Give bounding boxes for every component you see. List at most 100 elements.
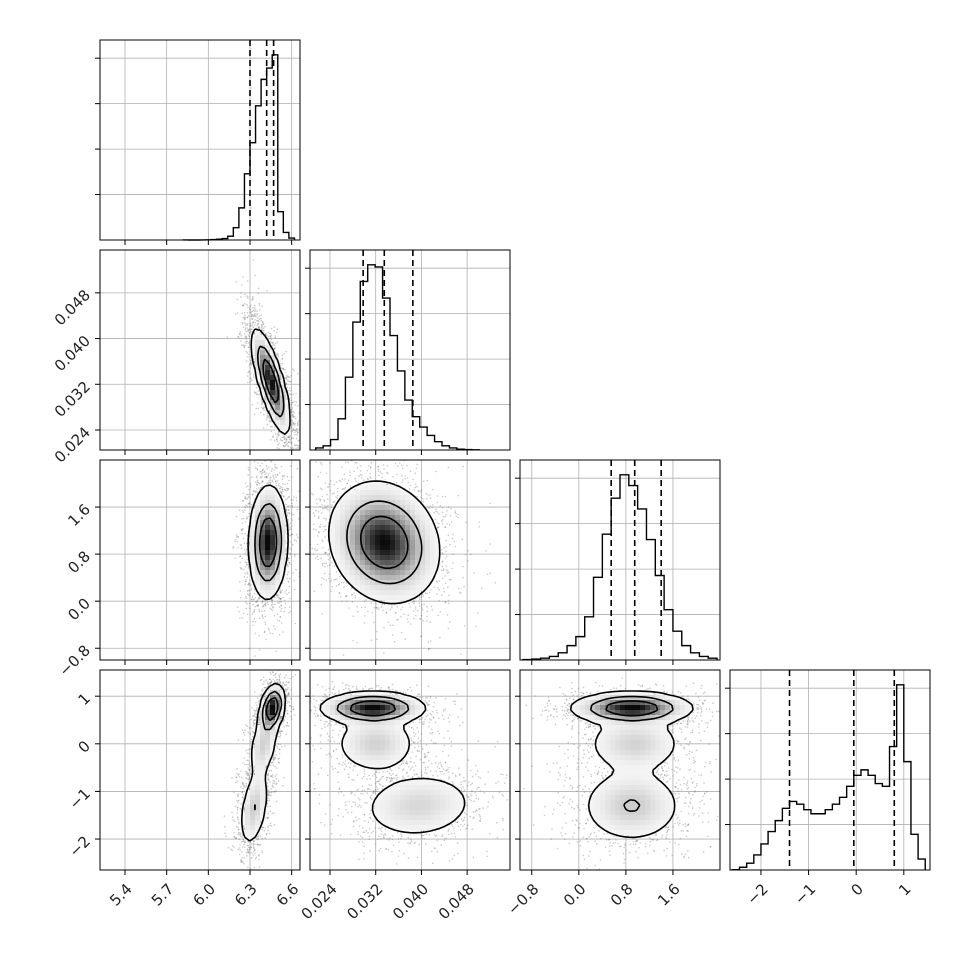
sample-point [284, 489, 287, 492]
sample-point [287, 441, 290, 444]
sample-point [252, 621, 254, 623]
sample-point [247, 329, 250, 332]
sample-point [269, 335, 272, 338]
sample-point [271, 425, 273, 428]
sample-point [253, 313, 256, 316]
sample-point [246, 493, 248, 496]
sample-point [257, 323, 259, 325]
sample-point [277, 356, 280, 358]
sample-point [258, 304, 261, 307]
sample-point [279, 597, 282, 600]
sample-point [287, 435, 290, 438]
sample-point [261, 469, 264, 471]
sample-point [285, 377, 288, 379]
sample-point [273, 477, 275, 480]
sample-point [253, 383, 256, 386]
sample-point [246, 485, 249, 487]
sample-point [287, 453, 289, 455]
sample-point [294, 423, 297, 425]
sample-point [246, 571, 248, 573]
sample-point [288, 436, 291, 439]
sample-point [297, 422, 299, 424]
sample-point [249, 377, 252, 379]
sample-point [246, 505, 249, 508]
sample-point [293, 579, 296, 582]
sample-point [272, 343, 275, 345]
sample-point [280, 439, 283, 442]
sample-point [242, 316, 244, 319]
sample-point [256, 324, 259, 327]
sample-point [269, 483, 272, 485]
sample-point [296, 433, 298, 436]
sample-point [255, 387, 258, 389]
sample-point [253, 460, 256, 463]
sample-point [266, 415, 269, 417]
sample-point [249, 330, 252, 332]
x-tick-label: −1 [791, 880, 819, 908]
sample-point [246, 316, 249, 319]
density-cell [285, 415, 291, 421]
sample-point [294, 444, 297, 447]
sample-point [239, 597, 242, 599]
density-cell [265, 345, 271, 351]
sample-point [262, 480, 264, 483]
sample-point [275, 485, 277, 487]
sample-point [257, 317, 259, 319]
sample-point [291, 506, 294, 508]
sample-point [283, 436, 286, 438]
sample-point [270, 604, 273, 606]
sample-point [276, 474, 279, 476]
density-cell [265, 375, 271, 381]
sample-point [274, 439, 276, 442]
sample-point [247, 323, 249, 325]
sample-point [245, 295, 247, 297]
sample-point [289, 380, 292, 383]
sample-point [253, 391, 256, 393]
sample-point [285, 508, 287, 511]
sample-point [235, 515, 238, 518]
sample-point [284, 602, 287, 605]
sample-point [261, 325, 263, 327]
sample-point [260, 317, 262, 320]
sample-point [276, 438, 278, 441]
sample-point [280, 598, 283, 600]
sample-point [256, 314, 259, 316]
sample-point [247, 583, 250, 586]
sample-point [244, 561, 247, 563]
sample-point [235, 454, 237, 456]
sample-point [296, 431, 299, 434]
sample-point [283, 610, 285, 613]
sample-point [249, 362, 252, 365]
sample-point [250, 328, 253, 331]
sample-point [247, 329, 250, 331]
x-tick-label: 0 [847, 880, 866, 899]
sample-point [290, 476, 293, 479]
sample-point [277, 354, 280, 356]
sample-point [249, 329, 251, 331]
sample-point [269, 479, 272, 481]
sample-point [245, 486, 248, 488]
sample-point [288, 552, 290, 554]
sample-point [287, 581, 290, 583]
sample-point [287, 380, 289, 382]
sample-point [248, 336, 251, 338]
sample-point [290, 423, 293, 425]
sample-point [290, 528, 293, 530]
sample-point [237, 536, 239, 538]
sample-point [252, 326, 255, 329]
sample-point [290, 399, 293, 402]
density-cell [270, 380, 276, 386]
sample-point [273, 596, 276, 599]
sample-point [254, 597, 257, 599]
sample-point [250, 589, 253, 591]
sample-point [240, 547, 243, 549]
sample-point [242, 305, 244, 307]
sample-point [249, 312, 252, 314]
sample-point [257, 287, 260, 290]
sample-point [253, 314, 256, 317]
sample-point [262, 323, 265, 326]
sample-point [294, 429, 296, 432]
sample-point [249, 593, 251, 595]
density-cell [250, 340, 256, 346]
sample-point [287, 389, 289, 392]
